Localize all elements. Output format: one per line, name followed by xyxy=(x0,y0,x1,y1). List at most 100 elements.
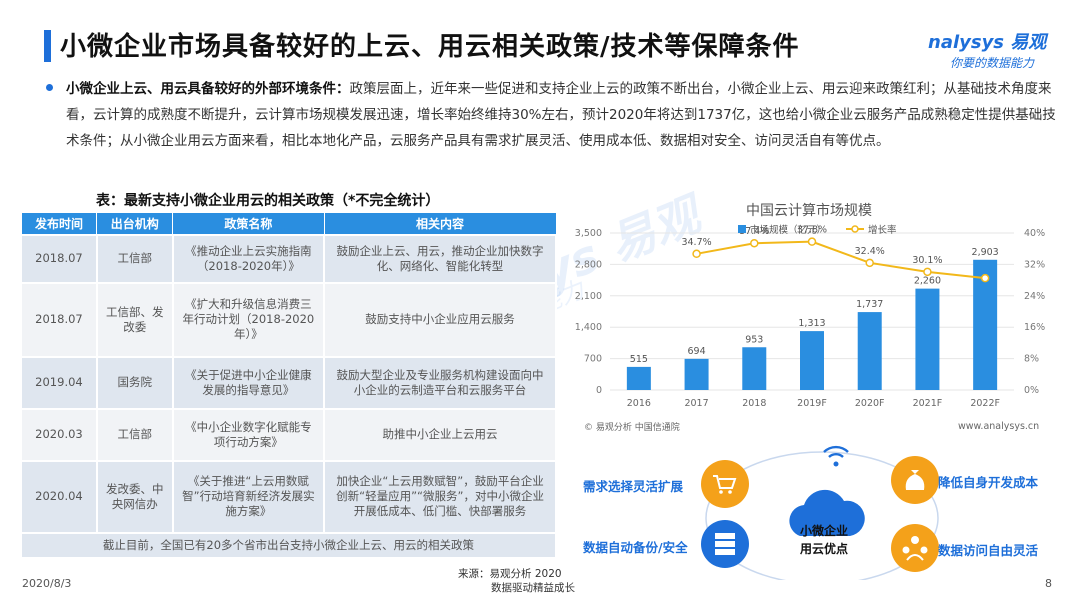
y-right-tick-label: 32% xyxy=(1024,259,1045,270)
bar-value-label: 1,313 xyxy=(798,318,825,329)
table-header-row: 发布时间 出台机构 政策名称 相关内容 xyxy=(20,212,557,235)
center-label-line1: 小微企业 xyxy=(799,524,848,538)
bar-value-label: 515 xyxy=(630,354,648,365)
cart-icon xyxy=(701,460,749,508)
footer-source: 来源：易观分析 2020 xyxy=(458,568,562,580)
bar-value-label: 1,737 xyxy=(856,299,883,310)
advantage-lower-dev-cost: 降低自身开发成本 xyxy=(938,475,1039,490)
intro-lead: 小微企业上云、用云具备较好的外部环境条件： xyxy=(66,81,350,97)
chart-source: © 易观分析 中国信通院 xyxy=(584,423,680,433)
growth-value-label: 30.1% xyxy=(912,255,942,266)
footer-date: 2020/8/3 xyxy=(22,577,72,590)
cell-agency: 工信部 xyxy=(95,407,174,462)
cell-policy: 《扩大和升级信息消费三年行动计划（2018-2020年）》 xyxy=(171,281,326,358)
cell-agency: 国务院 xyxy=(95,355,174,410)
cell-agency: 工信部 xyxy=(95,233,174,284)
center-label-line2: 用云优点 xyxy=(799,542,848,556)
table-row: 2018.07 工信部、发改委 《扩大和升级信息消费三年行动计划（2018-20… xyxy=(20,281,557,358)
bullet-dot-icon xyxy=(46,84,53,91)
bar xyxy=(915,288,940,390)
table-footer-note: 截止目前，全国已有20多个省市出台支持小微企业上云、用云的相关政策 xyxy=(20,531,557,559)
y-right-tick-label: 0% xyxy=(1024,385,1039,396)
advantages-diagram xyxy=(701,445,939,580)
money-bag-icon xyxy=(891,456,939,504)
table-row: 2020.04 发改委、中央网信办 《关于推进“上云用数赋智”行动培育新经济发展… xyxy=(20,459,557,534)
growth-value-label: 37.4% xyxy=(739,226,769,237)
title-accent-bar xyxy=(44,30,51,62)
growth-point xyxy=(750,238,759,248)
legend-swatch-bars xyxy=(738,225,746,233)
y-left-tick-label: 0 xyxy=(596,385,602,396)
bar xyxy=(626,366,651,390)
table-row: 2020.03 工信部 《中小企业数字化赋能专项行动方案》 助推中小企业上云用云 xyxy=(20,407,557,462)
intro-paragraph: 小微企业上云、用云具备较好的外部环境条件：政策层面上，近年来一些促进和支持企业上… xyxy=(66,76,1056,154)
header-cell-agency: 出台机构 xyxy=(96,212,174,235)
cloud-wifi-icon xyxy=(789,445,865,536)
growth-value-label: 34.7% xyxy=(681,237,711,248)
header-cell-date: 发布时间 xyxy=(20,212,98,235)
x-tick-label: 2019F xyxy=(797,398,827,409)
advantages-ring xyxy=(705,451,939,580)
cell-agency: 发改委、中央网信办 xyxy=(95,459,174,534)
x-tick-label: 2018 xyxy=(742,398,766,409)
table-footer-row: 截止目前，全国已有20多个省市出台支持小微企业上云、用云的相关政策 xyxy=(20,531,557,559)
table-caption: 表：最新支持小微企业用云的相关政策（*不完全统计） xyxy=(96,193,440,209)
y-right-tick-label: 40% xyxy=(1024,228,1045,239)
x-tick-label: 2016 xyxy=(627,398,651,409)
header-cell-policy: 政策名称 xyxy=(172,212,325,235)
chart-title: 中国云计算市场规模 xyxy=(746,203,872,219)
page-title: 小微企业市场具备较好的上云、用云相关政策/技术等保障条件 xyxy=(60,32,800,62)
footer-slogan: 数据驱动精益成长 xyxy=(491,582,575,594)
bar xyxy=(684,358,709,390)
page-number: 8 xyxy=(1045,577,1052,590)
growth-line xyxy=(696,240,986,280)
logo-brand-text: nalysys 易观 xyxy=(928,32,1047,53)
advantage-auto-backup: 数据自动备份/安全 xyxy=(583,540,688,555)
legend-label-line: 增长率 xyxy=(868,224,897,236)
growth-value-label: 37.8% xyxy=(797,225,827,236)
cell-policy: 《关于推进“上云用数赋智”行动培育新经济发展实施方案》 xyxy=(171,459,326,534)
legend-marker-line xyxy=(851,225,859,233)
x-tick-label: 2017 xyxy=(684,398,708,409)
y-left-tick-label: 700 xyxy=(584,354,602,365)
cell-date: 2019.04 xyxy=(20,355,98,410)
bar-value-label: 953 xyxy=(745,334,763,345)
table-row: 2019.04 国务院 《关于促进中小企业健康发展的指导意见》 鼓励大型企业及专… xyxy=(20,355,557,410)
bar-value-label: 694 xyxy=(688,346,706,357)
y-left-tick-label: 3,500 xyxy=(575,228,602,239)
x-tick-label: 2020F xyxy=(855,398,885,409)
policy-table: 发布时间 出台机构 政策名称 相关内容 2018.07 工信部 《推动企业上云实… xyxy=(20,212,557,559)
team-icon xyxy=(891,524,939,572)
advantages-center-label: 小微企业 用云优点 xyxy=(791,522,857,558)
bar-value-label: 2,260 xyxy=(914,276,941,287)
growth-point xyxy=(692,249,701,259)
cell-content: 鼓励大型企业及专业服务机构建设面向中小企业的云制造平台和云服务平台 xyxy=(323,355,557,410)
y-left-tick-label: 2,800 xyxy=(575,259,602,270)
cell-date: 2020.03 xyxy=(20,407,98,462)
cell-content: 助推中小企业上云用云 xyxy=(323,407,557,462)
legend-label-bars: 市场规模（亿元） xyxy=(750,224,826,236)
y-right-tick-label: 24% xyxy=(1024,291,1045,302)
bar xyxy=(742,347,767,390)
bar-value-label: 2,903 xyxy=(972,247,999,258)
cell-policy: 《推动企业上云实施指南（2018-2020年）》 xyxy=(171,233,326,284)
cell-policy: 《关于促进中小企业健康发展的指导意见》 xyxy=(171,355,326,410)
cell-date: 2018.07 xyxy=(20,233,98,284)
y-left-tick-label: 2,100 xyxy=(575,291,602,302)
growth-point xyxy=(865,258,874,268)
x-tick-label: 2021F xyxy=(913,398,943,409)
growth-value-label: 32.4% xyxy=(855,246,885,257)
growth-point xyxy=(980,273,990,283)
y-right-tick-label: 16% xyxy=(1024,322,1045,333)
advantage-flexible-expansion: 需求选择灵活扩展 xyxy=(583,479,684,494)
y-left-tick-label: 1,400 xyxy=(575,322,602,333)
cell-agency: 工信部、发改委 xyxy=(95,281,174,358)
brand-logo: nalysys 易观 你要的数据能力 xyxy=(928,28,1068,72)
intro-body: 政策层面上，近年来一些促进和支持企业上云的政策不断出台，小微企业上云、用云迎来政… xyxy=(66,81,1056,149)
growth-point xyxy=(807,237,817,246)
bar xyxy=(857,312,882,390)
cell-content: 加快企业“上云用数赋智”，鼓励平台企业创新“轻量应用”“微服务”，对中小微企业开… xyxy=(323,459,557,534)
cell-date: 2018.07 xyxy=(20,281,98,358)
server-icon xyxy=(701,520,749,568)
cell-date: 2020.04 xyxy=(20,459,98,534)
